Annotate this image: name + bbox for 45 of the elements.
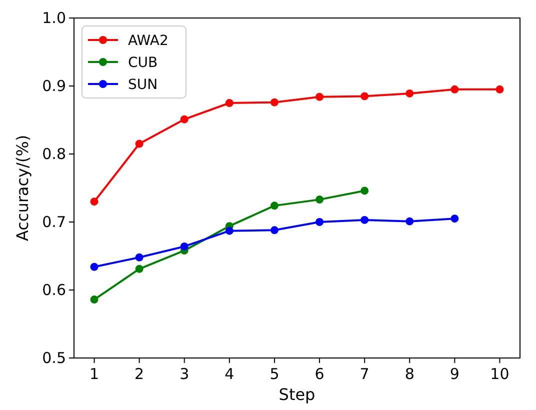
x-tick-label: 10 xyxy=(490,365,510,383)
x-tick-label: 5 xyxy=(270,365,280,383)
point xyxy=(225,99,234,107)
point xyxy=(225,226,234,235)
y-tick-label: 0.6 xyxy=(42,281,66,299)
legend-label: AWA2 xyxy=(128,33,168,49)
x-tick-label: 1 xyxy=(90,365,100,383)
point xyxy=(406,217,414,226)
point xyxy=(180,242,188,250)
y-tick-label: 0.8 xyxy=(42,145,66,163)
point xyxy=(316,92,324,101)
x-tick-label: 3 xyxy=(180,365,190,383)
x-tick-label: 9 xyxy=(450,365,460,383)
point xyxy=(316,196,324,204)
y-tick-label: 0.9 xyxy=(42,77,66,95)
point xyxy=(450,85,459,94)
point xyxy=(135,140,144,148)
x-axis-title: Step xyxy=(278,385,316,404)
point xyxy=(135,253,144,262)
point xyxy=(360,186,369,195)
point xyxy=(316,218,324,226)
point xyxy=(270,98,278,106)
y-tick-label: 0.5 xyxy=(42,349,66,367)
point xyxy=(90,296,98,304)
x-tick-label: 2 xyxy=(134,365,144,383)
point xyxy=(180,115,188,124)
legend-label: SUN xyxy=(128,77,158,93)
point xyxy=(496,85,504,94)
x-tick-label: 7 xyxy=(360,365,370,383)
y-axis-title: Accuracy/(%) xyxy=(13,134,32,242)
y-tick-label: 1.0 xyxy=(42,9,66,27)
point xyxy=(406,89,414,98)
point xyxy=(90,198,98,206)
point xyxy=(135,264,144,273)
point xyxy=(270,226,278,234)
point xyxy=(450,214,459,223)
x-tick-label: 8 xyxy=(404,365,414,383)
y-tick-label: 0.7 xyxy=(42,213,66,231)
point xyxy=(90,262,98,271)
x-tick-label: 6 xyxy=(314,365,324,383)
x-tick-label: 4 xyxy=(224,365,234,383)
point xyxy=(360,216,369,224)
point xyxy=(360,92,369,100)
legend-label: CUB xyxy=(128,55,158,71)
point xyxy=(270,202,278,210)
